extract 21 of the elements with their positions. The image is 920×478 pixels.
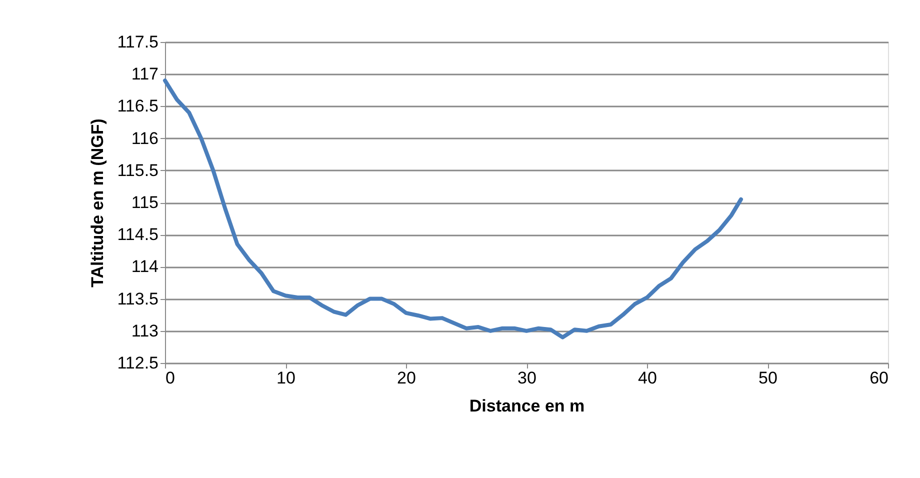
y-tick-label: 113.5 bbox=[117, 289, 158, 308]
y-tick-label: 113 bbox=[131, 321, 158, 340]
line-series bbox=[163, 78, 743, 340]
y-tick-label: 116 bbox=[131, 128, 158, 148]
x-tick-label: 0 bbox=[166, 368, 175, 388]
y-axis-title: TAltitude en m (NGF) bbox=[88, 118, 108, 288]
y-tick-label: 115.5 bbox=[117, 160, 158, 180]
y-tick-label: 117 bbox=[131, 64, 158, 84]
x-tick-label: 10 bbox=[276, 368, 296, 388]
x-tick-label: 50 bbox=[758, 368, 778, 388]
y-tick-label: 117.5 bbox=[117, 32, 158, 52]
x-tick-label: 30 bbox=[518, 368, 536, 388]
x-tick-label: 40 bbox=[638, 368, 657, 388]
x-tick-label: 20 bbox=[397, 368, 416, 388]
y-tick-label: 114.5 bbox=[117, 225, 158, 244]
y-tick-label: 114 bbox=[131, 257, 158, 276]
x-tick-label: 60 bbox=[870, 368, 888, 388]
y-tick-label: 115 bbox=[131, 193, 158, 212]
x-axis-title: Distance en m bbox=[469, 396, 585, 416]
y-tick-label: 112.5 bbox=[117, 354, 158, 372]
y-tick-label: 116.5 bbox=[117, 96, 158, 116]
